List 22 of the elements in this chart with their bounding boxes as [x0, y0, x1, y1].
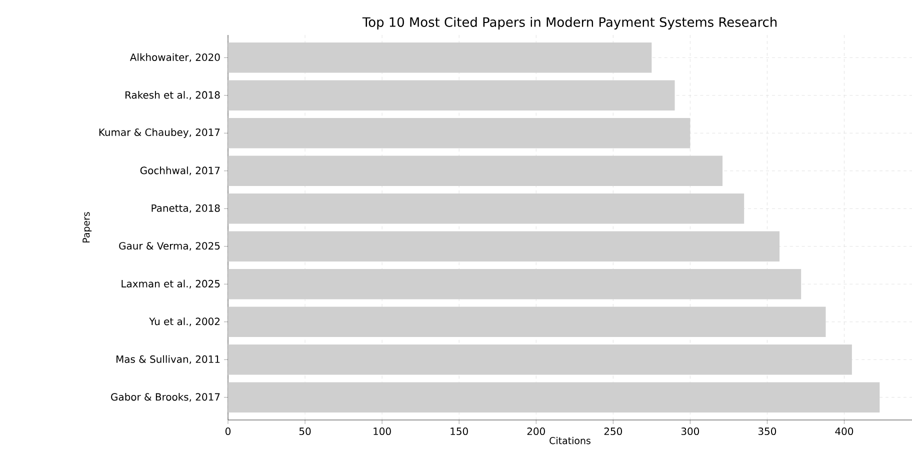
y-tick-label: Gaur & Verma, 2025 — [119, 242, 220, 251]
y-tick-label: Kumar & Chaubey, 2017 — [99, 128, 220, 138]
y-tick-label: Mas & Sullivan, 2011 — [116, 355, 220, 364]
x-tick-label: 0 — [225, 427, 231, 436]
y-tick-label: Gabor & Brooks, 2017 — [111, 392, 220, 402]
x-tick-label: 50 — [299, 427, 311, 436]
x-tick-label: 100 — [374, 427, 391, 436]
x-axis-title: Citations — [550, 436, 590, 444]
y-tick-label: Panetta, 2018 — [152, 204, 220, 213]
x-tick-label: 350 — [758, 427, 776, 436]
y-tick-label: Rakesh et al., 2018 — [126, 91, 220, 100]
x-tick-label: 400 — [835, 427, 854, 436]
chart-title: Top 10 Most Cited Papers in Modern Payment Systems Research — [362, 16, 777, 30]
y-tick-label: Gochhwal, 2017 — [140, 166, 220, 176]
x-tick-label: 300 — [681, 427, 700, 436]
x-tick-label: 250 — [604, 427, 622, 436]
y-tick-label: Yu et al., 2002 — [149, 317, 220, 326]
x-tick-label: 150 — [450, 427, 468, 436]
y-axis-title: Papers — [82, 212, 92, 242]
y-tick-label: Laxman et al., 2025 — [122, 280, 220, 288]
x-tick-label: 200 — [527, 427, 545, 436]
y-tick-label: Alkhowaiter, 2020 — [130, 53, 220, 62]
